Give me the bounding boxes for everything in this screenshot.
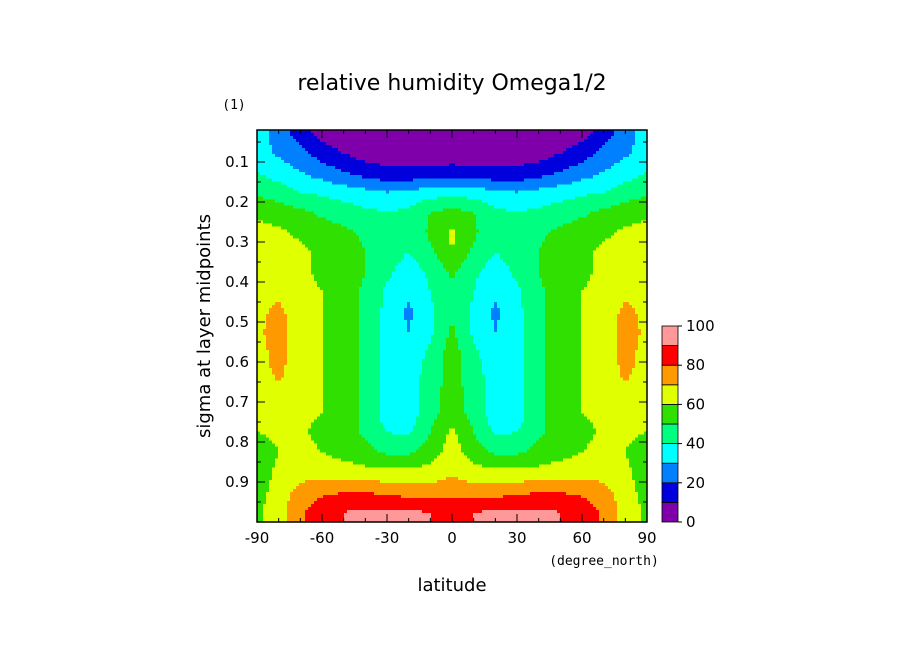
y-units-label: (1) <box>222 98 245 113</box>
heatmap-field <box>257 130 648 523</box>
contour-chart: relative humidity Omega1/2 (1) -90 -60 -30… <box>0 0 904 654</box>
chart-title: relative humidity Omega1/2 <box>297 71 606 96</box>
